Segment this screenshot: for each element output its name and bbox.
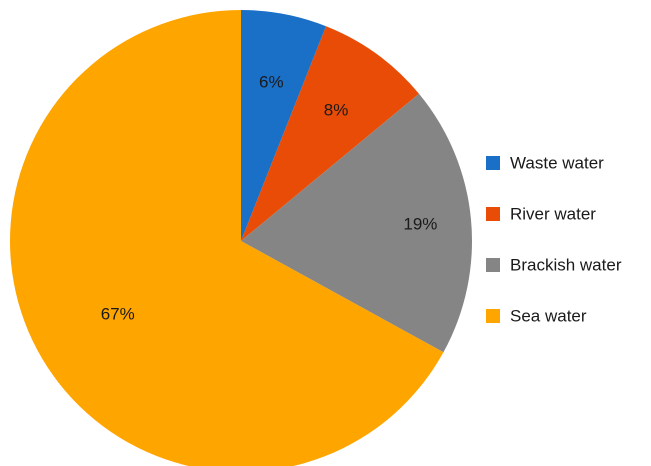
- legend-label-river-water: River water: [510, 205, 596, 224]
- legend-swatch-river-water: [486, 207, 500, 221]
- pie-slice-sea-water: [10, 10, 444, 466]
- legend-label-brackish-water: Brackish water: [510, 256, 622, 275]
- pie-slice-river-water: [241, 26, 419, 241]
- slice-label-waste-water: 6%: [259, 73, 284, 92]
- pie-slice-brackish-water: [241, 93, 472, 353]
- pie-slice-waste-water: [241, 10, 327, 241]
- pie-slices: [10, 10, 472, 466]
- pie-slice-labels: 6% 8% 19% 67%: [101, 73, 438, 324]
- legend-label-sea-water: Sea water: [510, 307, 587, 326]
- legend-swatch-waste-water: [486, 156, 500, 170]
- slice-label-river-water: 8%: [324, 101, 349, 120]
- legend: Waste water River water Brackish water Sea …: [486, 154, 622, 326]
- legend-swatch-sea-water: [486, 309, 500, 323]
- slice-label-brackish-water: 19%: [403, 215, 437, 234]
- slice-label-sea-water: 67%: [101, 304, 135, 323]
- legend-label-waste-water: Waste water: [510, 154, 604, 173]
- legend-swatch-brackish-water: [486, 258, 500, 272]
